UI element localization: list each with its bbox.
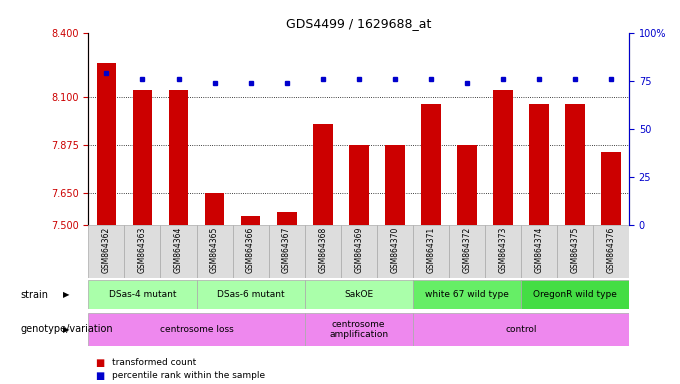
Bar (241, 216, 260, 225)
Bar (529, 104, 549, 225)
Text: control: control (505, 325, 537, 334)
Text: GSM864373: GSM864373 (498, 227, 507, 273)
Bar (413, 225, 449, 278)
Bar (377, 225, 413, 278)
Bar (124, 225, 160, 278)
Text: GSM864368: GSM864368 (318, 227, 327, 273)
Bar (457, 145, 477, 225)
Bar (233, 225, 269, 278)
Bar (169, 90, 188, 225)
Text: ▶: ▶ (63, 290, 70, 299)
Bar (557, 225, 593, 278)
Bar (88, 280, 197, 309)
Bar (160, 225, 197, 278)
Bar (133, 90, 152, 225)
Text: DSas-4 mutant: DSas-4 mutant (109, 290, 176, 299)
Text: ■: ■ (95, 358, 105, 368)
Bar (493, 90, 513, 225)
Bar (305, 313, 413, 346)
Bar (88, 313, 305, 346)
Bar (521, 225, 557, 278)
Text: GSM864375: GSM864375 (571, 227, 579, 273)
Bar (385, 145, 405, 225)
Text: SakOE: SakOE (344, 290, 373, 299)
Bar (449, 225, 485, 278)
Bar (349, 145, 369, 225)
Bar (413, 313, 629, 346)
Text: GSM864376: GSM864376 (607, 227, 615, 273)
Text: ▶: ▶ (63, 325, 70, 334)
Text: centrosome loss: centrosome loss (160, 325, 233, 334)
Bar (305, 225, 341, 278)
Text: GSM864362: GSM864362 (102, 227, 111, 273)
Text: GSM864371: GSM864371 (426, 227, 435, 273)
Bar (413, 280, 521, 309)
Bar (313, 124, 333, 225)
Text: centrosome
amplification: centrosome amplification (329, 319, 388, 339)
Text: transformed count: transformed count (112, 358, 197, 367)
Text: GSM864365: GSM864365 (210, 227, 219, 273)
Bar (205, 193, 224, 225)
Text: ■: ■ (95, 371, 105, 381)
Bar (593, 225, 629, 278)
Bar (485, 225, 521, 278)
Text: GSM864370: GSM864370 (390, 227, 399, 273)
Bar (421, 104, 441, 225)
Bar (197, 280, 305, 309)
Text: GSM864372: GSM864372 (462, 227, 471, 273)
Text: GSM864364: GSM864364 (174, 227, 183, 273)
Text: GSM864374: GSM864374 (534, 227, 543, 273)
Bar (341, 225, 377, 278)
Text: percentile rank within the sample: percentile rank within the sample (112, 371, 265, 380)
Bar (305, 280, 413, 309)
Bar (601, 152, 621, 225)
Bar (88, 225, 124, 278)
Bar (97, 63, 116, 225)
Bar (277, 212, 296, 225)
Text: strain: strain (20, 290, 48, 300)
Text: DSas-6 mutant: DSas-6 mutant (217, 290, 284, 299)
Bar (269, 225, 305, 278)
Bar (197, 225, 233, 278)
Text: white 67 wild type: white 67 wild type (425, 290, 509, 299)
Text: GSM864369: GSM864369 (354, 227, 363, 273)
Text: GSM864366: GSM864366 (246, 227, 255, 273)
Text: GSM864363: GSM864363 (138, 227, 147, 273)
Text: genotype/variation: genotype/variation (20, 324, 113, 334)
Bar (521, 280, 629, 309)
Text: GSM864367: GSM864367 (282, 227, 291, 273)
Title: GDS4499 / 1629688_at: GDS4499 / 1629688_at (286, 17, 431, 30)
Text: OregonR wild type: OregonR wild type (533, 290, 617, 299)
Bar (565, 104, 585, 225)
